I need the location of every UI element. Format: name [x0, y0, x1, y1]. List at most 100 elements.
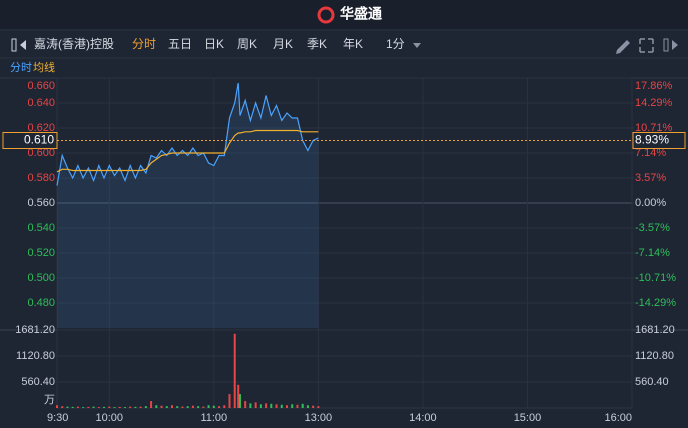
tab[interactable]: 季K [307, 37, 327, 51]
tab[interactable]: 五日 [168, 37, 192, 51]
volume-bar [218, 406, 221, 408]
y2-tick-label: 3.57% [635, 172, 666, 184]
volume-bar [129, 406, 132, 408]
volume-bar [275, 404, 278, 408]
volume-bar [134, 406, 137, 408]
y2-tick-label: -10.71% [635, 272, 676, 284]
x-tick-label: 9:30 [47, 412, 68, 424]
y-tick-label: 0.620 [27, 122, 55, 134]
tab[interactable]: 月K [273, 37, 293, 51]
volume-bar [144, 406, 147, 408]
last-change-label: 8.93% [635, 133, 669, 147]
volume-bar [244, 401, 247, 408]
tabs: 分时 五日 日K 周K 月K 季K 年K [132, 37, 363, 51]
volume-bar [237, 384, 240, 408]
volume-bar [139, 406, 142, 408]
last-price-label: 0.610 [24, 133, 54, 147]
y-tick-label: 0.500 [27, 272, 55, 284]
last-change-box [632, 132, 686, 149]
volume-bar [61, 406, 64, 408]
x-tick-label: 15:00 [514, 412, 542, 424]
volume-bar [270, 403, 273, 408]
volume-bar [280, 404, 283, 408]
volume-bar [212, 405, 215, 408]
series-line [56, 82, 319, 186]
dropdown-arrow[interactable] [413, 43, 421, 48]
y2-tick-label: -3.57% [635, 222, 670, 234]
volume-tick-label: 1681.20 [15, 324, 55, 336]
plot: 0.660 0.640 0.620 0.600 0.580 0.560 0.540 0.520… [0, 77, 688, 424]
y-tick-label: 0.560 [27, 197, 55, 209]
x-tick-label: 14:00 [409, 412, 437, 424]
y2-tick-label: 17.86% [635, 80, 673, 92]
volume-bar [123, 407, 126, 408]
draw-icon[interactable] [616, 40, 630, 54]
volume-bar [223, 405, 226, 408]
interval[interactable]: 1分 [386, 37, 405, 51]
y-tick-label: 0.520 [27, 247, 55, 259]
volume-bar [233, 333, 236, 408]
volume-unit: 万 [44, 394, 55, 406]
series-line [56, 129, 319, 173]
volume-bar [176, 406, 179, 408]
y-tick-label: 0.600 [27, 147, 55, 159]
y2-tick-label: -14.29% [635, 297, 676, 309]
volume-bar [113, 407, 116, 408]
volume-bar [82, 407, 85, 408]
volume-bar [165, 406, 168, 408]
tab[interactable]: 周K [237, 37, 257, 51]
volume-bar [160, 405, 163, 408]
volume-tick-label: 560.40 [635, 376, 669, 388]
volume-bar [87, 406, 90, 408]
volume-bar [238, 394, 241, 408]
volume-bar [191, 405, 194, 408]
volume-bar [259, 404, 262, 408]
side-icon[interactable] [663, 38, 669, 52]
x-tick-label: 10:00 [96, 412, 124, 424]
legend-item: 分时 [10, 61, 32, 74]
tab[interactable]: 日K [204, 37, 224, 51]
volume-bar [150, 401, 153, 408]
legend-item: 均线 [33, 60, 55, 74]
brand: 华盛通 [340, 6, 382, 22]
volume-bar [207, 405, 210, 408]
x-tick-label: 13:00 [305, 412, 333, 424]
collapse-icon[interactable] [11, 38, 17, 52]
volume-bar [249, 403, 252, 408]
volume-bar [228, 394, 231, 408]
volume-tick-label: 1120.80 [635, 350, 674, 362]
volume-bar [254, 402, 257, 408]
volume-bar [306, 405, 309, 408]
volume-tick-label: 1120.80 [16, 350, 55, 362]
x-tick-label: 11:00 [200, 412, 227, 424]
volume-bar [97, 407, 100, 408]
volume-bar [317, 406, 320, 408]
volume-bar [202, 406, 205, 408]
volume-bar [155, 405, 158, 408]
back-icon[interactable] [20, 40, 26, 50]
y-tick-label: 0.660 [27, 80, 55, 92]
tab[interactable]: 分时 [132, 37, 156, 51]
brand-logo [317, 6, 335, 24]
volume-bar [76, 406, 79, 408]
volume-tick-label: 560.40 [21, 376, 55, 388]
y2-tick-label: 10.71% [635, 122, 673, 134]
y-tick-label: 0.640 [27, 97, 55, 109]
volume-bar [291, 404, 294, 408]
volume-bar [265, 403, 268, 408]
x-tick-label: 16:00 [604, 412, 632, 424]
last-price-box [2, 132, 58, 149]
expand-icon[interactable] [639, 38, 654, 53]
tab[interactable]: 年K [343, 37, 363, 51]
volume-bar [66, 406, 69, 408]
y-tick-label: 0.540 [27, 222, 55, 234]
y-tick-label: 0.580 [27, 172, 55, 184]
header-bar [0, 0, 688, 30]
y2-tick-label: 14.29% [635, 97, 673, 109]
y2-tick-label: -7.14% [635, 247, 670, 259]
volume-bar [118, 406, 121, 408]
side-arrow[interactable] [672, 40, 678, 50]
y2-tick-label: 7.14% [635, 147, 666, 159]
